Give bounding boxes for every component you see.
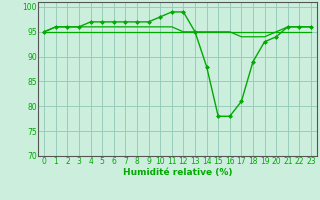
X-axis label: Humidité relative (%): Humidité relative (%)	[123, 168, 232, 177]
